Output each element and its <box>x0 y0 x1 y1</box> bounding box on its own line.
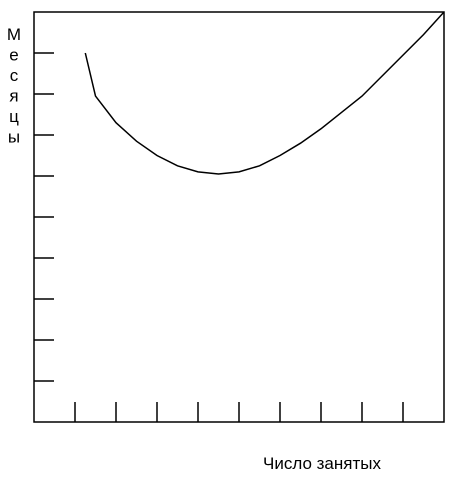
y-axis-label-char: я <box>9 87 18 106</box>
plot-frame <box>33 11 445 423</box>
x-ticks <box>74 402 404 422</box>
y-ticks <box>34 52 54 382</box>
x-axis-label: Число занятых <box>263 454 381 473</box>
y-axis-label-char: ц <box>9 107 19 126</box>
y-axis-label-char: ы <box>8 128 20 147</box>
y-axis-label-char: е <box>9 46 18 65</box>
series-line <box>84 11 445 175</box>
y-axis-label-char: с <box>10 66 19 85</box>
y-axis-label-char: М <box>7 25 21 44</box>
